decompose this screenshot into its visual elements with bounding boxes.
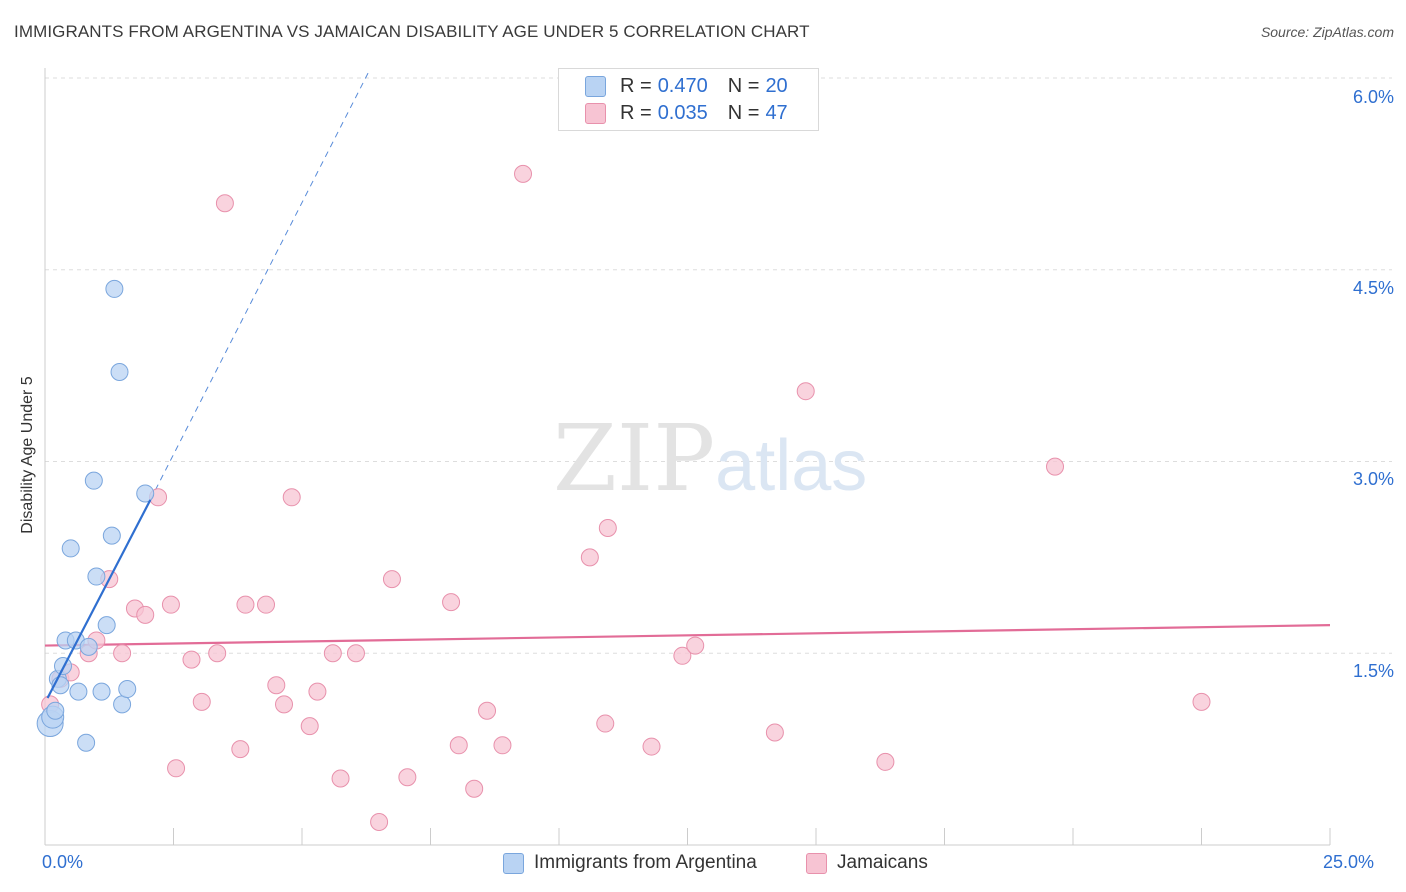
jamaicans-point-21 — [282, 488, 301, 507]
y-tick-label-4-5: 4.5% — [1352, 278, 1394, 298]
jamaicans-point-33 — [478, 701, 497, 720]
jamaicans-point-12 — [182, 650, 201, 669]
jamaicans-point-15 — [215, 194, 234, 213]
argentina-trend-line — [46, 499, 152, 699]
jamaicans-point-24 — [323, 644, 342, 663]
legend-n-label: N = — [727, 101, 760, 124]
jamaicans-point-10 — [161, 595, 180, 614]
bottom-legend-swatch-jamaicans — [806, 852, 827, 874]
jamaicans-point-25 — [331, 769, 350, 788]
x-tick-label-min: 0.0% — [42, 852, 84, 872]
y-axis-title: Disability Age Under 5 — [19, 376, 36, 534]
argentina-point-9 — [69, 682, 88, 701]
y-tick-label-6: 6.0% — [1352, 87, 1394, 107]
argentina-point-19 — [110, 363, 129, 382]
jamaicans-point-37 — [598, 518, 617, 537]
argentina-point-10 — [77, 733, 96, 752]
y-tick-label-1-5: 1.5% — [1352, 661, 1394, 681]
argentina-point-2 — [46, 701, 65, 720]
legend-n-value: 20 — [765, 74, 788, 97]
legend-row-jamaicans: R = 0.035 N = 47 — [585, 101, 788, 125]
bottom-legend-label-argentina: Immigrants from Argentina — [534, 852, 757, 873]
jamaicans-point-42 — [765, 723, 784, 742]
jamaicans-point-22 — [300, 717, 319, 736]
jamaicans-point-20 — [275, 695, 294, 714]
argentina-point-16 — [102, 526, 121, 545]
watermark-atlas: atlas — [715, 426, 868, 506]
argentina-point-15 — [97, 616, 116, 635]
argentina-point-11 — [79, 637, 98, 656]
jamaicans-point-31 — [449, 736, 468, 755]
correlation-legend: R = 0.470 N = 20 R = 0.035 N = 47 — [558, 68, 819, 131]
jamaicans-point-45 — [1046, 457, 1065, 476]
argentina-point-13 — [87, 567, 106, 586]
argentina-point-18 — [118, 680, 137, 699]
jamaicans-point-6 — [113, 644, 132, 663]
jamaicans-point-26 — [346, 644, 365, 663]
legend-r-label: R = — [620, 74, 652, 97]
argentina-trend-extension — [149, 71, 370, 501]
legend-n-label: N = — [727, 74, 760, 97]
jamaicans-point-17 — [236, 595, 255, 614]
watermark-zip: ZIP — [553, 405, 716, 512]
jamaicans-point-30 — [442, 593, 461, 612]
legend-r-value: 0.035 — [657, 101, 708, 124]
jamaicans-point-23 — [308, 682, 327, 701]
argentina-point-21 — [136, 484, 155, 503]
argentina-point-14 — [92, 682, 111, 701]
bottom-legend-jamaicans: Jamaicans — [806, 852, 928, 874]
jamaicans-point-38 — [596, 714, 615, 733]
legend-r-label: R = — [620, 101, 652, 124]
legend-n-value: 47 — [765, 101, 788, 124]
jamaicans-point-11 — [167, 759, 186, 778]
bottom-legend-label-jamaicans: Jamaicans — [837, 852, 928, 873]
x-tick-label-max: 25.0% — [1323, 852, 1375, 872]
jamaicans-point-39 — [642, 737, 661, 756]
legend-r-value: 0.470 — [657, 74, 708, 97]
legend-swatch-argentina — [585, 75, 606, 97]
bottom-legend-swatch-argentina — [503, 852, 524, 874]
legend-row-argentina: R = 0.470 N = 20 — [585, 74, 788, 98]
argentina-point-12 — [84, 471, 103, 490]
source-label: Source: ZipAtlas.com — [1260, 24, 1394, 40]
argentina-point-7 — [61, 539, 80, 558]
jamaicans-point-16 — [231, 740, 250, 759]
jamaicans-trend-line — [44, 624, 1331, 647]
legend-swatch-jamaicans — [585, 102, 606, 124]
jamaicans-point-18 — [257, 595, 276, 614]
bottom-legend-argentina: Immigrants from Argentina — [503, 852, 757, 874]
y-tick-label-3: 3.0% — [1352, 469, 1394, 489]
watermark: ZIPatlas — [553, 405, 867, 512]
argentina-point-20 — [105, 279, 124, 298]
argentina-point-17 — [113, 695, 132, 714]
jamaicans-point-28 — [382, 570, 401, 589]
jamaicans-point-41 — [686, 636, 705, 655]
chart-title: IMMIGRANTS FROM ARGENTINA VS JAMAICAN DI… — [14, 22, 810, 41]
jamaicans-point-35 — [514, 164, 533, 183]
jamaicans-point-8 — [136, 605, 155, 624]
jamaicans-point-46 — [1192, 692, 1211, 711]
jamaicans-point-29 — [398, 768, 417, 787]
jamaicans-point-32 — [465, 779, 484, 798]
jamaicans-point-44 — [876, 752, 895, 771]
jamaicans-point-19 — [267, 676, 286, 695]
jamaicans-point-14 — [208, 644, 227, 663]
jamaicans-point-43 — [796, 382, 815, 401]
jamaicans-point-27 — [370, 812, 389, 831]
jamaicans-point-34 — [493, 736, 512, 755]
jamaicans-point-13 — [192, 692, 211, 711]
jamaicans-point-36 — [580, 548, 599, 567]
jamaicans-point-40 — [673, 646, 692, 665]
